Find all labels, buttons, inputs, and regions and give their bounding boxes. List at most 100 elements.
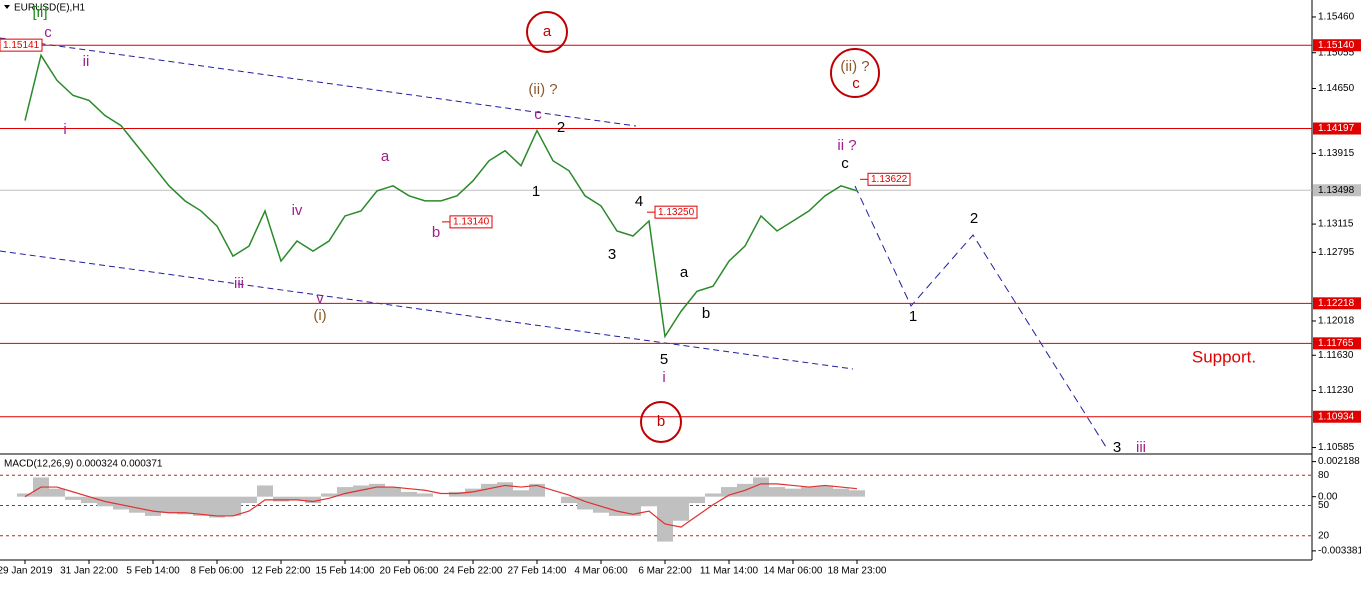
- macd-bar: [81, 496, 97, 504]
- menu-arrow: [4, 5, 10, 9]
- wave-label: 1: [532, 183, 540, 200]
- x-tick-label: 5 Feb 14:00: [126, 566, 180, 577]
- level-label: 1.15140: [1318, 40, 1355, 51]
- wave-label: iii: [234, 275, 244, 292]
- macd-bar: [449, 491, 465, 497]
- macd-bar: [833, 488, 849, 497]
- level-label-box: [1313, 410, 1361, 423]
- tag-label: 1.15141: [3, 40, 40, 51]
- macd-bar: [177, 496, 193, 515]
- annotation-circle: [640, 401, 682, 443]
- macd-bar: [817, 485, 833, 497]
- macd-bar: [417, 493, 433, 497]
- forecast-path: [854, 185, 1107, 448]
- wave-label: i: [662, 369, 665, 386]
- macd-bar: [129, 496, 145, 513]
- macd-bar: [769, 487, 785, 497]
- wave-label: c: [44, 24, 52, 41]
- macd-bar: [625, 496, 641, 516]
- tag-box: [867, 172, 911, 186]
- wave-label: 3: [1113, 439, 1121, 456]
- level-label-box: [1313, 337, 1361, 350]
- y-tick-label: 0.002188: [1318, 456, 1360, 467]
- y-tick-label: -0.003381: [1318, 546, 1361, 557]
- macd-bar: [561, 496, 577, 504]
- y-tick-label: 1.15460: [1318, 12, 1355, 23]
- wave-label: c: [841, 155, 849, 172]
- x-tick-label: 11 Mar 14:00: [700, 566, 759, 577]
- wave-label: [ii]: [33, 4, 48, 21]
- macd-bar: [289, 496, 305, 500]
- wave-label: i: [63, 121, 66, 138]
- wave-label: v: [316, 290, 324, 307]
- macd-bar: [641, 496, 657, 507]
- macd-bar: [113, 496, 129, 510]
- macd-bar: [609, 496, 625, 516]
- level-label-box: [1313, 122, 1361, 135]
- last-price-label: 1.13498: [1318, 185, 1355, 196]
- channel-bottom: [0, 250, 854, 370]
- macd-bar: [801, 487, 817, 497]
- x-tick-label: 24 Feb 22:00: [444, 566, 503, 577]
- macd-bar: [273, 496, 289, 502]
- x-tick-label: 15 Feb 14:00: [316, 566, 375, 577]
- x-tick-label: 4 Mar 06:00: [574, 566, 628, 577]
- tag-label: 1.13140: [453, 217, 490, 228]
- y-tick-label: 1.12018: [1318, 316, 1355, 327]
- wave-label: iv: [292, 202, 303, 219]
- x-tick-label: 6 Mar 22:00: [638, 566, 692, 577]
- wave-label: c: [534, 106, 542, 123]
- macd-bar: [705, 493, 721, 497]
- macd-bar: [65, 496, 81, 500]
- macd-bar: [257, 485, 273, 497]
- y-tick-label: 1.13115: [1318, 219, 1354, 230]
- wave-label: 2: [970, 210, 978, 227]
- macd-bar: [305, 496, 321, 504]
- x-tick-label: 31 Jan 22:00: [60, 566, 118, 577]
- macd-bar: [49, 488, 65, 497]
- macd-bar: [241, 496, 257, 504]
- macd-bar: [849, 490, 865, 497]
- x-tick-label: 8 Feb 06:00: [190, 566, 244, 577]
- y-tick-label: 1.11230: [1318, 385, 1354, 396]
- wave-label: 2: [557, 119, 565, 136]
- y-tick-label: 1.11630: [1318, 350, 1354, 361]
- tag-box: [654, 205, 698, 219]
- wave-label: 5: [660, 351, 668, 368]
- y2-tick-label: 50: [1318, 500, 1330, 511]
- macd-bar: [657, 496, 673, 542]
- x-tick-label: 18 Mar 23:00: [828, 566, 887, 577]
- macd-bar: [17, 493, 33, 497]
- wave-label: c: [852, 75, 860, 92]
- x-tick-label: 14 Mar 06:00: [764, 566, 823, 577]
- macd-bar: [401, 491, 417, 497]
- level-label-box: [1313, 297, 1361, 310]
- wave-label: iii: [1136, 439, 1146, 456]
- macd-bar: [481, 483, 497, 497]
- macd-bar: [321, 493, 337, 497]
- x-tick-label: 27 Feb 14:00: [508, 566, 567, 577]
- macd-bar: [497, 482, 513, 497]
- wave-label: (ii) ?: [840, 58, 869, 75]
- level-label-box: [1313, 39, 1361, 52]
- macd-bar: [161, 496, 177, 513]
- wave-label: (i): [313, 307, 326, 324]
- wave-label: b: [657, 413, 665, 430]
- macd-bar: [337, 487, 353, 497]
- macd-bar: [209, 496, 225, 518]
- macd-bar: [353, 485, 369, 497]
- annotation-circle: [526, 11, 568, 53]
- macd-bar: [369, 483, 385, 497]
- chart-title: EURUSD(E),H1: [14, 3, 86, 14]
- x-tick-label: 29 Jan 2019: [0, 566, 53, 577]
- y-tick-label: 1.14650: [1318, 83, 1355, 94]
- wave-label: b: [702, 305, 710, 322]
- wave-label: Support.: [1192, 347, 1256, 366]
- y-tick-label: 0.00: [1318, 491, 1338, 502]
- macd-bar: [145, 496, 161, 516]
- wave-label: b: [432, 224, 440, 241]
- macd-bar: [673, 496, 689, 521]
- macd-bar: [225, 496, 241, 516]
